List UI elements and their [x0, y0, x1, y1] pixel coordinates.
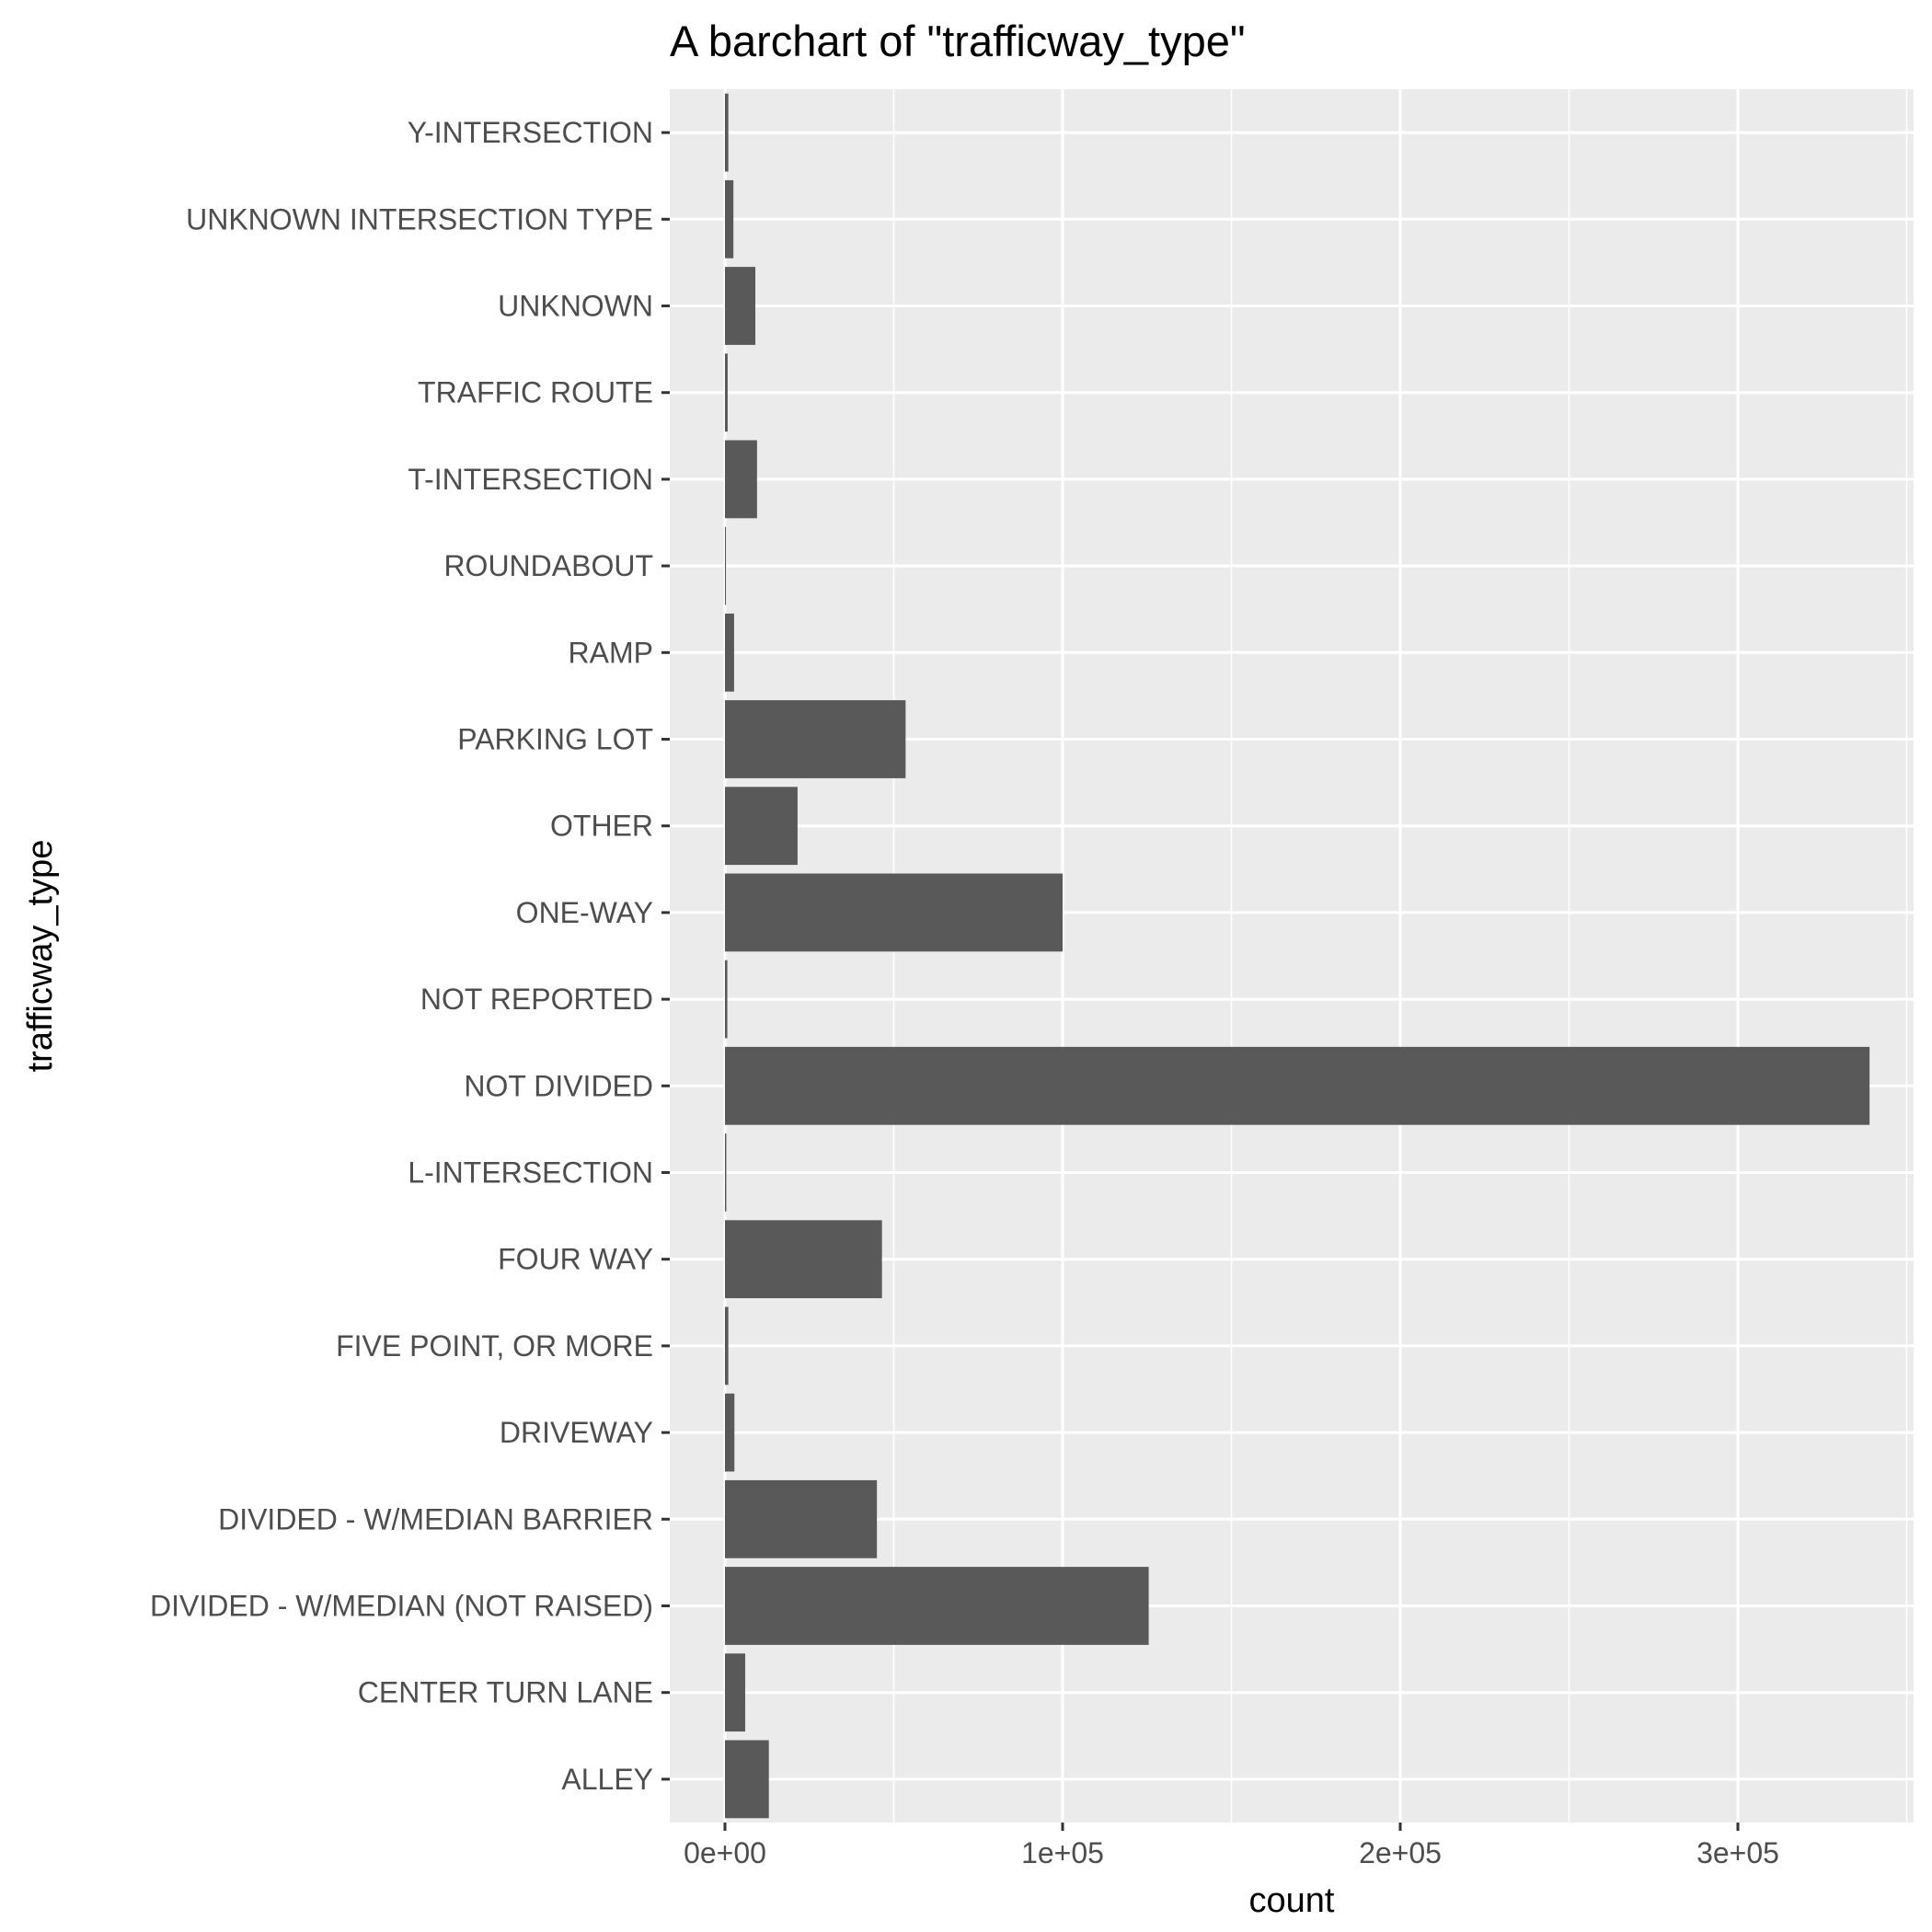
bar	[725, 787, 798, 866]
y-tick-label: PARKING LOT	[457, 723, 653, 756]
minor-gridlines	[892, 89, 1908, 1823]
y-tick-label: DIVIDED - W/MEDIAN (NOT RAISED)	[150, 1590, 653, 1623]
bar	[725, 960, 728, 1039]
y-tick-label: OTHER	[550, 810, 653, 843]
y-tick-label: ROUNDABOUT	[443, 549, 653, 582]
y-tick-label: DRIVEWAY	[500, 1416, 653, 1449]
y-tick-label: NOT REPORTED	[420, 983, 653, 1016]
bar	[725, 1220, 882, 1299]
x-axis: 0e+00 1e+05 2e+05 3e+05	[684, 1823, 1779, 1869]
bar	[725, 873, 1063, 952]
bar	[725, 267, 756, 345]
y-axis: ALLEY CENTER TURN LANE DIVIDED - W/MEDIAN …	[150, 116, 670, 1796]
y-tick-label: ONE-WAY	[516, 896, 653, 929]
y-tick-label: CENTER TURN LANE	[358, 1676, 653, 1709]
y-tick-label: T-INTERSECTION	[408, 463, 653, 496]
y-tick-label: TRAFFIC ROUTE	[418, 376, 653, 409]
bar	[725, 1046, 1870, 1125]
bar	[725, 353, 728, 432]
bar	[725, 700, 906, 778]
x-tick-label: 0e+00	[684, 1836, 766, 1869]
bar	[725, 1479, 878, 1558]
bar	[725, 1653, 746, 1732]
y-axis-title: trafficway_type	[21, 840, 60, 1073]
bar	[725, 440, 757, 519]
y-tick-label: Y-INTERSECTION	[408, 116, 653, 149]
major-gridlines	[670, 89, 1914, 1823]
x-tick-label: 1e+05	[1021, 1836, 1104, 1869]
bar	[725, 613, 734, 692]
bar	[725, 526, 727, 605]
y-tick-label: UNKNOWN INTERSECTION TYPE	[186, 202, 653, 236]
bar	[725, 179, 734, 259]
y-tick-label: DIVIDED - W/MEDIAN BARRIER	[218, 1502, 653, 1535]
y-tick-label: FOUR WAY	[498, 1243, 653, 1276]
y-tick-label: L-INTERSECTION	[408, 1156, 653, 1190]
bar	[725, 1740, 769, 1819]
x-tick-label: 2e+05	[1359, 1836, 1442, 1869]
bar	[725, 1567, 1149, 1645]
y-tick-label: NOT DIVIDED	[464, 1069, 653, 1102]
x-axis-title: count	[1249, 1881, 1335, 1920]
x-tick-label: 3e+05	[1696, 1836, 1779, 1869]
y-tick-label: FIVE POINT, OR MORE	[336, 1329, 653, 1363]
y-tick-label: UNKNOWN	[498, 290, 653, 323]
bar	[725, 1393, 735, 1472]
plot-panel	[670, 89, 1914, 1823]
bar	[725, 1306, 729, 1386]
bars	[725, 93, 1870, 1819]
y-tick-label: RAMP	[569, 636, 653, 669]
chart-title: A barchart of "trafficway_type"	[670, 17, 1246, 65]
y-tick-label: ALLEY	[561, 1763, 653, 1796]
bar	[725, 1133, 727, 1212]
bar	[725, 93, 729, 172]
